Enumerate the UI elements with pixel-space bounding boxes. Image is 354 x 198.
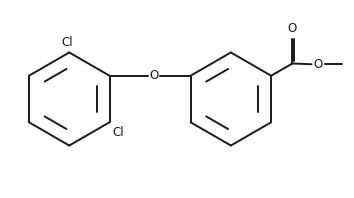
- Text: O: O: [149, 69, 159, 82]
- Text: O: O: [288, 22, 297, 35]
- Text: Cl: Cl: [112, 126, 124, 139]
- Text: O: O: [313, 58, 322, 71]
- Text: Cl: Cl: [61, 36, 73, 49]
